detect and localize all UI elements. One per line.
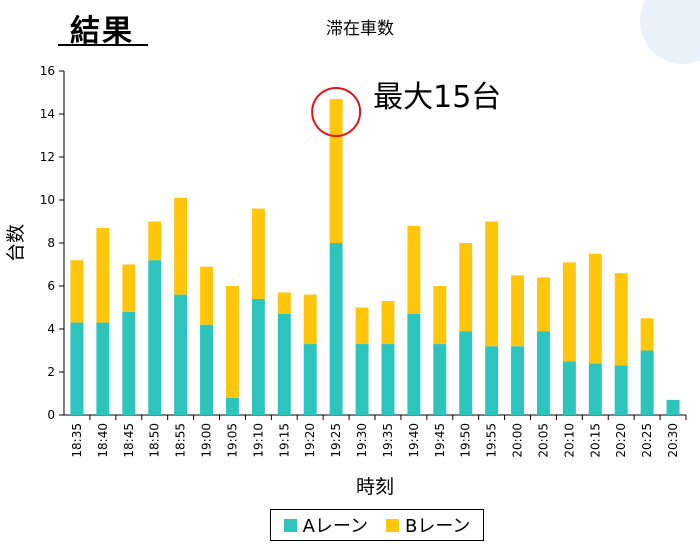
chart-title: 滞在車数	[326, 19, 394, 39]
legend-item-a: Aレーン	[283, 512, 368, 538]
bar-b-1955	[485, 221, 499, 347]
legend-item-b: Bレーン	[385, 512, 471, 538]
bar-b-1905	[225, 286, 239, 398]
bar-b-1930	[355, 307, 369, 345]
bar-a-1910	[251, 298, 265, 415]
bar-b-1855	[174, 197, 188, 295]
bar-b-1920	[303, 294, 317, 345]
bar-b-1900	[200, 266, 214, 325]
bar-a-2005	[536, 331, 550, 415]
y-tick-label: 10	[40, 193, 55, 207]
x-tick-label: 18:40	[96, 423, 110, 458]
bar-a-1905	[225, 397, 239, 415]
bar-a-2020	[614, 365, 628, 415]
bar-b-1845	[122, 264, 136, 312]
y-tick-label: 16	[40, 64, 55, 78]
bar-b-2020	[614, 273, 628, 366]
x-tick-label: 20:30	[666, 423, 680, 458]
x-tick-label: 19:45	[433, 423, 447, 458]
bar-b-1940	[407, 225, 421, 314]
x-tick-label: 18:55	[174, 423, 188, 458]
bar-a-1930	[355, 344, 369, 415]
bar-b-1925	[329, 98, 343, 243]
x-tick-label: 19:10	[251, 423, 265, 458]
bar-a-1940	[407, 313, 421, 415]
legend-swatch-b	[385, 518, 399, 532]
x-tick-label: 19:25	[329, 423, 343, 458]
bar-b-1935	[381, 301, 395, 345]
y-tick-label: 2	[47, 365, 55, 379]
y-tick-label: 4	[47, 322, 55, 336]
bar-a-1900	[200, 324, 214, 415]
bar-b-2015	[588, 253, 602, 364]
max-highlight-circle	[311, 86, 362, 137]
bar-a-1935	[381, 344, 395, 415]
bar-b-1950	[459, 243, 473, 332]
y-tick-label: 0	[47, 408, 55, 422]
x-tick-label: 20:15	[588, 423, 602, 458]
x-tick-label: 18:35	[70, 423, 84, 458]
bar-a-1835	[70, 322, 84, 415]
x-tick-label: 19:00	[200, 423, 214, 458]
x-tick-label: 18:50	[148, 423, 162, 458]
bar-b-1840	[96, 227, 110, 323]
bar-a-1950	[459, 331, 473, 415]
bar-b-1910	[251, 208, 265, 299]
x-tick-label: 19:35	[381, 423, 395, 458]
x-tick-label: 19:40	[407, 423, 421, 458]
bar-a-1945	[433, 344, 447, 415]
x-tick-label: 20:25	[640, 423, 654, 458]
bar-a-1920	[303, 344, 317, 415]
bar-b-2025	[640, 318, 654, 351]
bar-a-1850	[148, 260, 162, 415]
y-tick-label: 8	[47, 236, 55, 250]
x-tick-label: 19:15	[277, 423, 291, 458]
bar-b-1835	[70, 260, 84, 323]
slide-title: 結果	[70, 14, 134, 49]
x-tick-label: 20:00	[511, 423, 525, 458]
y-axis-label: 台数	[5, 224, 27, 262]
max-annotation-label: 最大15台	[373, 80, 501, 115]
chart-legend: Aレーン Bレーン	[270, 509, 484, 541]
bar-b-2005	[536, 277, 550, 332]
bar-b-1945	[433, 286, 447, 345]
bar-a-2010	[562, 361, 576, 415]
bar-a-1855	[174, 294, 188, 415]
title-underline	[58, 44, 148, 46]
y-tick-label: 12	[40, 150, 55, 164]
x-tick-label: 19:20	[303, 423, 317, 458]
x-tick-label: 20:10	[562, 423, 576, 458]
x-tick-label: 19:05	[225, 423, 239, 458]
x-axis-label: 時刻	[356, 476, 394, 498]
bar-b-1915	[277, 292, 291, 314]
bar-a-2015	[588, 363, 602, 415]
y-tick-label: 14	[40, 107, 55, 121]
bar-a-2025	[640, 350, 654, 415]
x-tick-label: 19:55	[485, 423, 499, 458]
bar-b-1850	[148, 221, 162, 261]
bar-a-1915	[277, 313, 291, 415]
bar-a-1955	[485, 346, 499, 415]
bar-a-2000	[511, 346, 525, 415]
bar-a-1925	[329, 243, 343, 415]
x-tick-label: 18:45	[122, 423, 136, 458]
bar-a-2030	[666, 399, 680, 415]
bar-a-1845	[122, 311, 136, 415]
legend-label-a: Aレーン	[302, 516, 368, 537]
legend-label-b: Bレーン	[404, 516, 471, 537]
x-tick-label: 19:50	[459, 423, 473, 458]
bar-b-2010	[562, 262, 576, 362]
x-tick-label: 20:05	[536, 423, 550, 458]
bar-b-2000	[511, 275, 525, 347]
bar-a-1840	[96, 322, 110, 415]
x-tick-label: 19:30	[355, 423, 369, 458]
x-tick-label: 20:20	[614, 423, 628, 458]
y-tick-label: 6	[47, 279, 55, 293]
legend-swatch-a	[283, 518, 297, 532]
